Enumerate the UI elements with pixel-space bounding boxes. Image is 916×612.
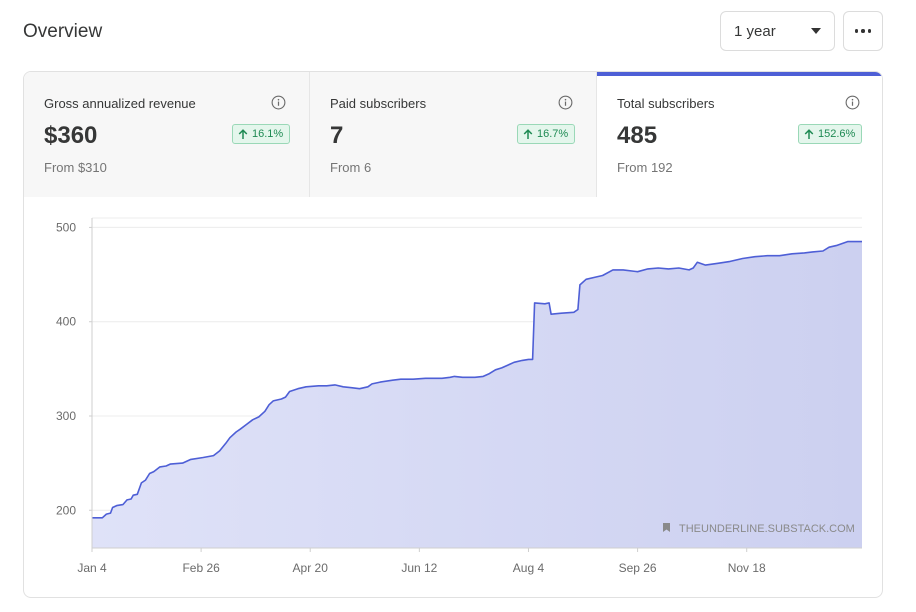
stat-paid-subscribers[interactable]: Paid subscribers 7 16.7% From 6 bbox=[310, 72, 597, 197]
y-tick-label: 500 bbox=[56, 220, 76, 234]
time-range-value: 1 year bbox=[734, 22, 776, 40]
info-icon[interactable] bbox=[558, 95, 573, 110]
stat-value: $360 bbox=[44, 122, 98, 149]
stat-label: Total subscribers bbox=[617, 96, 715, 111]
info-icon[interactable] bbox=[845, 95, 860, 110]
stats-row: Gross annualized revenue $360 16.1% From… bbox=[24, 72, 882, 197]
stat-label: Paid subscribers bbox=[330, 96, 427, 111]
x-tick-label: Apr 20 bbox=[293, 561, 329, 575]
change-badge: 16.7% bbox=[517, 124, 576, 144]
y-tick-label: 400 bbox=[56, 315, 76, 329]
watermark-text: THEUNDERLINE.SUBSTACK.COM bbox=[679, 523, 855, 535]
change-value: 16.7% bbox=[537, 128, 569, 140]
bookmark-icon bbox=[663, 523, 670, 532]
arrow-up-icon bbox=[523, 128, 533, 139]
change-value: 152.6% bbox=[818, 128, 856, 140]
change-badge: 152.6% bbox=[798, 124, 863, 144]
arrow-up-icon bbox=[804, 128, 814, 139]
stat-from: From 6 bbox=[330, 160, 372, 175]
stat-value: 485 bbox=[617, 122, 658, 149]
x-tick-label: Aug 4 bbox=[513, 561, 545, 575]
more-options-button[interactable] bbox=[843, 11, 883, 51]
stat-gross-annualized-revenue[interactable]: Gross annualized revenue $360 16.1% From… bbox=[24, 72, 310, 197]
y-tick-label: 200 bbox=[56, 503, 76, 517]
x-tick-label: Nov 18 bbox=[728, 561, 766, 575]
x-tick-label: Jan 4 bbox=[77, 561, 107, 575]
stat-from: From 192 bbox=[617, 160, 673, 175]
change-badge: 16.1% bbox=[232, 124, 291, 144]
stat-label: Gross annualized revenue bbox=[44, 96, 196, 111]
x-tick-label: Jun 12 bbox=[401, 561, 437, 575]
chart-svg: 200 300 400 500 Jan 4 Feb 26 Apr 20 Jun 12 Aug 4… bbox=[56, 217, 862, 575]
stat-total-subscribers[interactable]: Total subscribers 485 152.6% From 192 bbox=[597, 72, 882, 197]
caret-down-icon bbox=[811, 28, 821, 34]
watermark: THEUNDERLINE.SUBSTACK.COM bbox=[663, 523, 855, 535]
selected-indicator bbox=[597, 72, 882, 76]
info-icon[interactable] bbox=[271, 95, 286, 110]
stat-value: 7 bbox=[330, 122, 344, 149]
page-title: Overview bbox=[23, 21, 103, 42]
change-value: 16.1% bbox=[252, 128, 284, 140]
arrow-up-icon bbox=[238, 128, 248, 139]
time-range-dropdown[interactable]: 1 year bbox=[720, 11, 835, 51]
area-fill bbox=[92, 241, 862, 548]
more-horizontal-icon bbox=[854, 29, 872, 33]
x-tick-label: Feb 26 bbox=[182, 561, 220, 575]
x-tick-label: Sep 26 bbox=[619, 561, 657, 575]
stat-from: From $310 bbox=[44, 160, 107, 175]
subscribers-chart: 200 300 400 500 Jan 4 Feb 26 Apr 20 Jun 12 Aug 4… bbox=[24, 198, 882, 597]
overview-card: Gross annualized revenue $360 16.1% From… bbox=[23, 71, 883, 598]
y-tick-label: 300 bbox=[56, 409, 76, 423]
series-line-total-subscribers bbox=[92, 240, 862, 519]
